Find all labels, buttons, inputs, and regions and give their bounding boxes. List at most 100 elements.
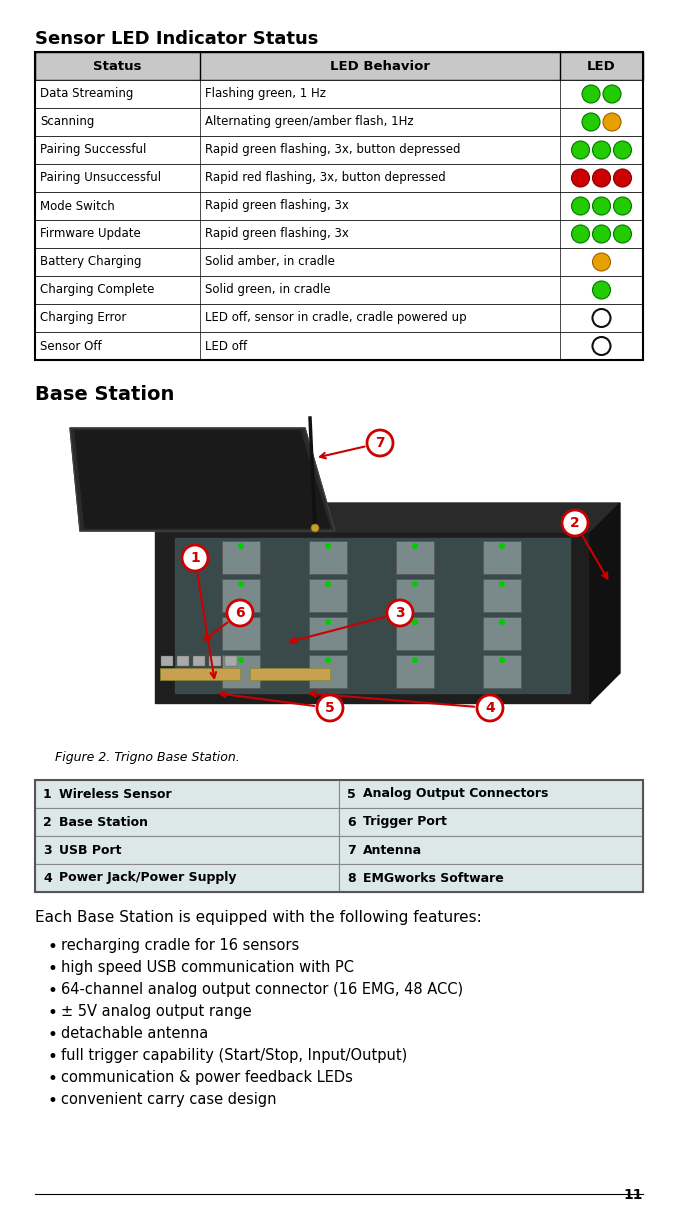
Circle shape — [412, 657, 418, 663]
Bar — [483, 579, 521, 612]
Text: •: • — [47, 1004, 57, 1022]
Text: Trigger Port: Trigger Port — [363, 816, 447, 829]
Circle shape — [614, 225, 631, 242]
Text: •: • — [47, 938, 57, 956]
Circle shape — [182, 545, 208, 571]
Circle shape — [477, 694, 503, 721]
Circle shape — [499, 619, 505, 625]
Text: Analog Output Connectors: Analog Output Connectors — [363, 788, 549, 800]
Circle shape — [614, 168, 631, 187]
Text: EMGworks Software: EMGworks Software — [363, 871, 504, 885]
Text: communication & power feedback LEDs: communication & power feedback LEDs — [61, 1070, 353, 1085]
Bar — [396, 579, 434, 612]
Text: Pairing Successful: Pairing Successful — [40, 143, 146, 156]
Circle shape — [387, 600, 413, 627]
Circle shape — [325, 619, 331, 625]
Text: 7: 7 — [347, 844, 356, 857]
Bar — [483, 617, 521, 650]
Bar — [35, 52, 643, 80]
Polygon shape — [590, 503, 620, 703]
Bar — [222, 617, 260, 650]
Bar — [309, 579, 347, 612]
Bar — [35, 781, 339, 808]
Bar — [35, 52, 643, 360]
Text: Rapid green flashing, 3x, button depressed: Rapid green flashing, 3x, button depress… — [205, 143, 460, 156]
Text: convenient carry case design: convenient carry case design — [61, 1092, 277, 1107]
Text: •: • — [47, 1027, 57, 1044]
Circle shape — [614, 141, 631, 159]
Bar — [35, 864, 339, 892]
Polygon shape — [155, 503, 620, 533]
Circle shape — [572, 198, 589, 215]
Text: Battery Charging: Battery Charging — [40, 256, 142, 269]
Text: Figure 2. Trigno Base Station.: Figure 2. Trigno Base Station. — [55, 751, 240, 764]
Bar — [35, 808, 339, 836]
Text: Rapid red flashing, 3x, button depressed: Rapid red flashing, 3x, button depressed — [205, 172, 445, 184]
Bar — [35, 164, 643, 191]
Bar — [35, 108, 643, 136]
Text: 5: 5 — [347, 788, 356, 800]
Text: 5: 5 — [325, 701, 335, 715]
Circle shape — [499, 657, 505, 663]
Bar — [225, 656, 237, 667]
Circle shape — [593, 198, 610, 215]
Circle shape — [614, 198, 631, 215]
Text: recharging cradle for 16 sensors: recharging cradle for 16 sensors — [61, 938, 299, 953]
Circle shape — [238, 657, 244, 663]
Circle shape — [317, 694, 343, 721]
Text: Rapid green flashing, 3x: Rapid green flashing, 3x — [205, 228, 349, 240]
Bar — [35, 221, 643, 248]
Polygon shape — [175, 538, 570, 693]
Circle shape — [572, 168, 589, 187]
Circle shape — [325, 657, 331, 663]
Bar — [339, 808, 643, 836]
Text: Power Jack/Power Supply: Power Jack/Power Supply — [59, 871, 237, 885]
Text: •: • — [47, 1092, 57, 1110]
Text: 3: 3 — [43, 844, 52, 857]
Polygon shape — [155, 533, 590, 703]
Bar — [177, 656, 189, 667]
Circle shape — [603, 113, 621, 131]
Bar — [222, 654, 260, 688]
Circle shape — [603, 85, 621, 103]
Bar — [35, 781, 643, 892]
Circle shape — [367, 430, 393, 456]
Bar — [193, 656, 205, 667]
Text: •: • — [47, 1070, 57, 1088]
Bar — [35, 248, 643, 276]
Text: high speed USB communication with PC: high speed USB communication with PC — [61, 960, 354, 974]
Bar — [222, 579, 260, 612]
Bar — [396, 541, 434, 574]
Bar — [483, 654, 521, 688]
Text: 6: 6 — [235, 606, 245, 621]
Text: LED Behavior: LED Behavior — [330, 59, 430, 73]
Circle shape — [499, 581, 505, 587]
Text: ± 5V analog output range: ± 5V analog output range — [61, 1004, 252, 1019]
Bar — [483, 541, 521, 574]
Text: 8: 8 — [347, 871, 356, 885]
Text: 1: 1 — [43, 788, 52, 800]
Text: Solid amber, in cradle: Solid amber, in cradle — [205, 256, 335, 269]
Text: Base Station: Base Station — [35, 385, 174, 404]
Circle shape — [593, 253, 610, 271]
Text: LED off: LED off — [205, 339, 247, 353]
Circle shape — [238, 543, 244, 549]
Text: Rapid green flashing, 3x: Rapid green flashing, 3x — [205, 200, 349, 212]
Text: Alternating green/amber flash, 1Hz: Alternating green/amber flash, 1Hz — [205, 115, 414, 128]
Bar — [35, 836, 339, 864]
Circle shape — [593, 141, 610, 159]
Bar — [339, 781, 643, 808]
Text: Data Streaming: Data Streaming — [40, 87, 134, 101]
Text: Scanning: Scanning — [40, 115, 94, 128]
Circle shape — [562, 510, 588, 536]
Bar — [222, 541, 260, 574]
Text: Base Station: Base Station — [59, 816, 148, 829]
Text: Status: Status — [94, 59, 142, 73]
Circle shape — [412, 581, 418, 587]
Bar — [309, 617, 347, 650]
Text: 4: 4 — [485, 701, 495, 715]
Bar — [309, 654, 347, 688]
Text: 6: 6 — [347, 816, 356, 829]
Circle shape — [227, 600, 253, 627]
Polygon shape — [75, 431, 330, 528]
